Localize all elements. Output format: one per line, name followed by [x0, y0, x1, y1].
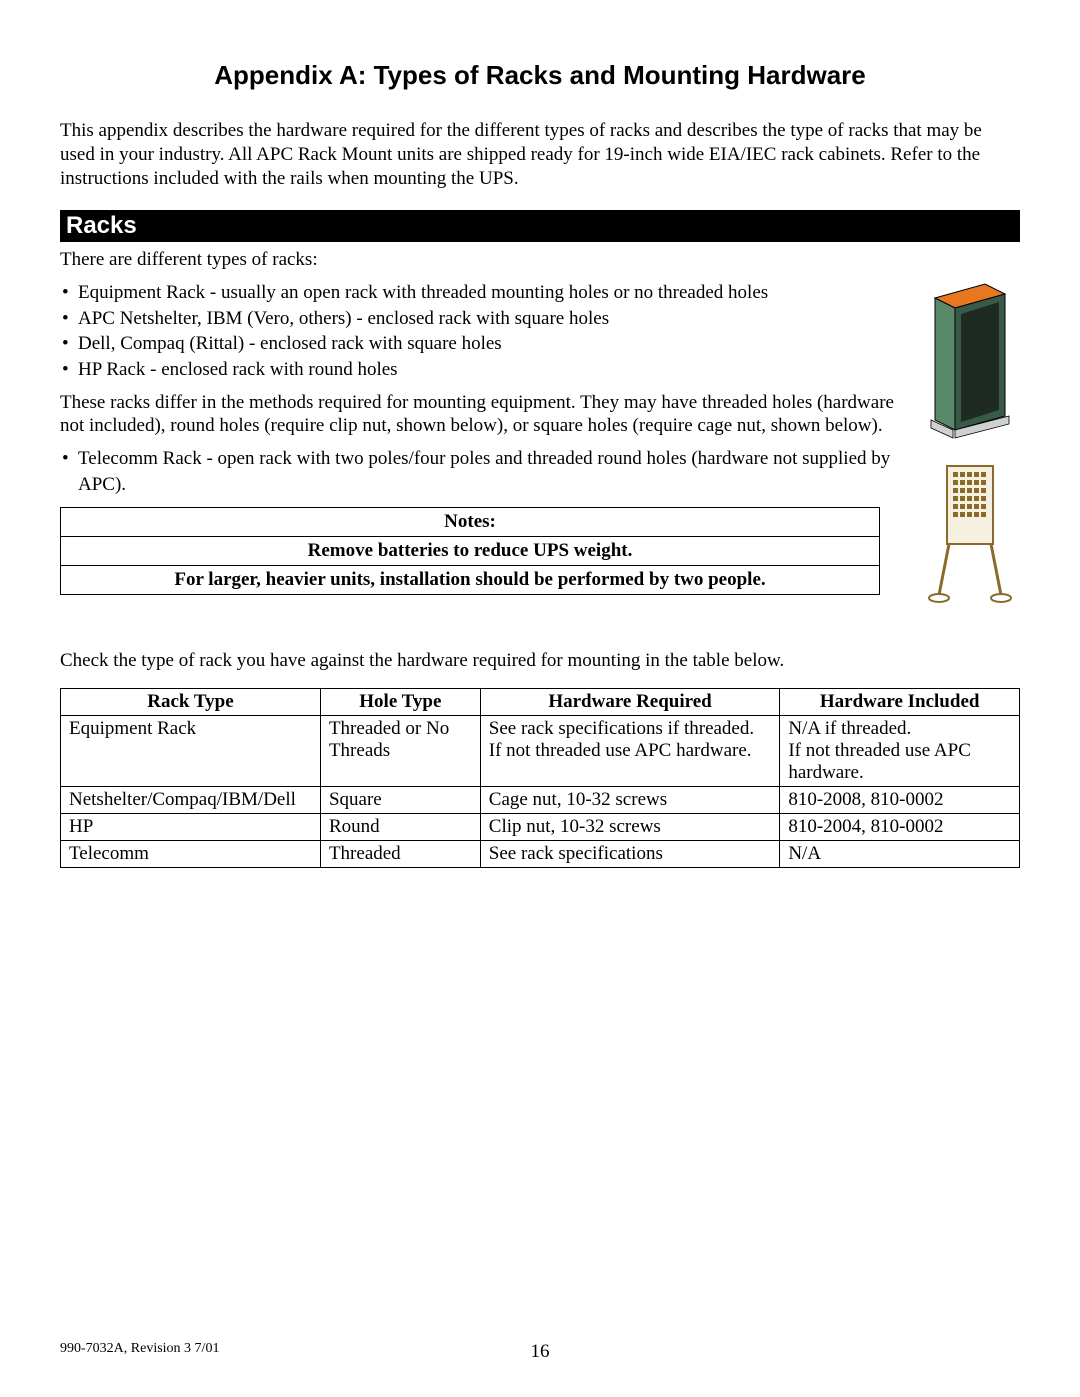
list-item: Telecomm Rack - open rack with two poles… — [60, 446, 900, 497]
table-cell: Round — [320, 814, 480, 841]
rack-types-list: Equipment Rack - usually an open rack wi… — [60, 280, 900, 383]
table-cell: Square — [320, 787, 480, 814]
table-header: Hole Type — [320, 689, 480, 716]
table-header: Hardware Included — [780, 689, 1020, 716]
notes-row: Remove batteries to reduce UPS weight. — [61, 537, 880, 566]
list-item: HP Rack - enclosed rack with round holes — [60, 357, 900, 383]
table-row: Netshelter/Compaq/IBM/Dell Square Cage n… — [61, 787, 1020, 814]
table-cell: Clip nut, 10-32 screws — [480, 814, 780, 841]
list-item: Equipment Rack - usually an open rack wi… — [60, 280, 900, 306]
rack-cabinet-icon — [925, 280, 1015, 450]
table-cell: Threaded or No Threads — [320, 716, 480, 787]
racks-intro: There are different types of racks: — [60, 248, 1020, 272]
table-cell: HP — [61, 814, 321, 841]
table-header: Hardware Required — [480, 689, 780, 716]
table-cell: See rack specifications — [480, 841, 780, 868]
footer-revision: 990-7032A, Revision 3 7/01 — [60, 1341, 219, 1357]
page-title: Appendix A: Types of Racks and Mounting … — [60, 60, 1020, 91]
table-cell: N/A if threaded.If not threaded use APC … — [780, 716, 1020, 787]
table-cell: Cage nut, 10-32 screws — [480, 787, 780, 814]
table-cell: 810-2004, 810-0002 — [780, 814, 1020, 841]
table-cell: Telecomm — [61, 841, 321, 868]
table-cell: N/A — [780, 841, 1020, 868]
table-cell: Threaded — [320, 841, 480, 868]
footer-page-number: 16 — [531, 1341, 550, 1363]
notes-table: Notes: Remove batteries to reduce UPS we… — [60, 507, 880, 595]
table-row: HP Round Clip nut, 10-32 screws 810-2004… — [61, 814, 1020, 841]
intro-paragraph: This appendix describes the hardware req… — [60, 119, 1020, 190]
table-cell: Equipment Rack — [61, 716, 321, 787]
list-item: Dell, Compaq (Rittal) - enclosed rack wi… — [60, 331, 900, 357]
telecom-list: Telecomm Rack - open rack with two poles… — [60, 446, 900, 497]
hardware-table: Rack Type Hole Type Hardware Required Ha… — [60, 688, 1020, 868]
table-cell: Netshelter/Compaq/IBM/Dell — [61, 787, 321, 814]
notes-header: Notes: — [61, 508, 880, 537]
table-cell: 810-2008, 810-0002 — [780, 787, 1020, 814]
table-cell: See rack specifications if threaded. If … — [480, 716, 780, 787]
list-item: APC Netshelter, IBM (Vero, others) - enc… — [60, 306, 900, 332]
check-text: Check the type of rack you have against … — [60, 650, 1020, 672]
table-row: Telecomm Threaded See rack specification… — [61, 841, 1020, 868]
notes-row: For larger, heavier units, installation … — [61, 566, 880, 595]
section-header-racks: Racks — [60, 210, 1020, 242]
table-row: Equipment Rack Threaded or No Threads Se… — [61, 716, 1020, 787]
table-header: Rack Type — [61, 689, 321, 716]
methods-paragraph: These racks differ in the methods requir… — [60, 391, 900, 439]
telecom-rack-icon — [925, 460, 1015, 610]
